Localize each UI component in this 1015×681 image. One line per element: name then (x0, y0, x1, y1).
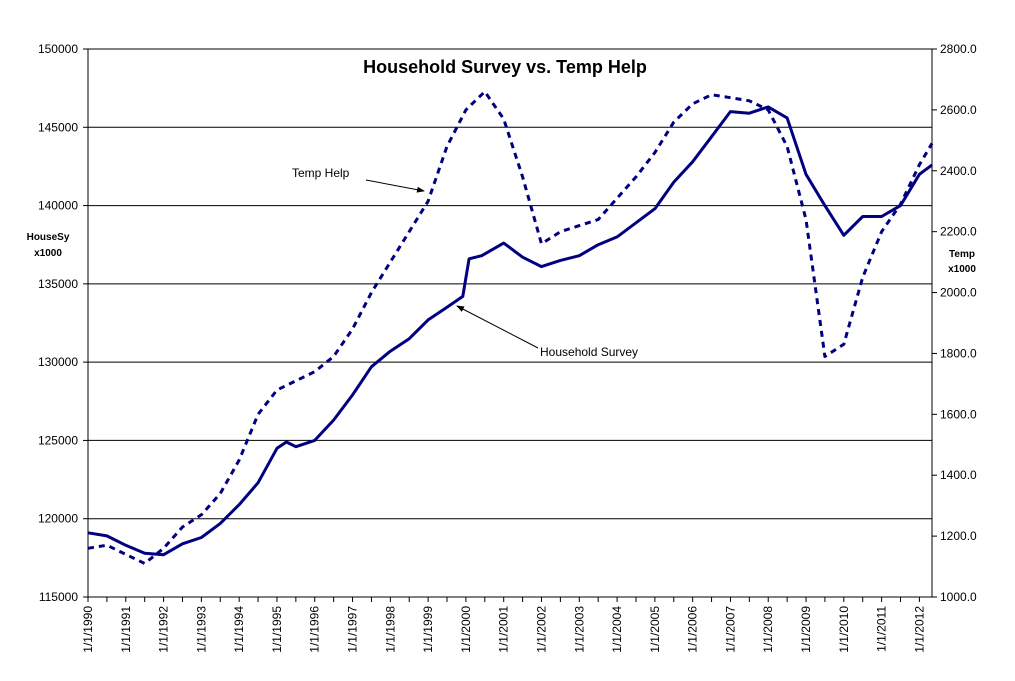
series-line-temp-help (87, 90, 934, 565)
x-tick-label: 1/1/1992 (157, 606, 171, 653)
left-tick-label: 145000 (38, 120, 78, 134)
x-tick-label: 1/1/2005 (648, 606, 662, 653)
right-tick-label: 1000.0 (940, 590, 977, 604)
x-tick-label: 1/1/2002 (534, 606, 548, 653)
x-tick-label: 1/1/2011 (875, 606, 889, 652)
x-tick-label: 1/1/1991 (119, 606, 133, 653)
x-axis: 1/1/1990 1/1/1991 1/1/1992 1/1/1993 1/1/1994… (81, 597, 926, 653)
x-tick-label: 1/1/2009 (799, 606, 813, 653)
annotation-household-survey-arrow (456, 305, 539, 349)
gridlines (88, 126, 932, 520)
x-tick-label: 1/1/2010 (837, 606, 851, 653)
left-tick-label: 135000 (38, 277, 78, 291)
x-tick-label: 1/1/1993 (194, 606, 208, 653)
right-tick-label: 2600.0 (940, 103, 977, 117)
right-tick-label: 1400.0 (940, 468, 977, 482)
annotation-household-survey: Household Survey (540, 345, 638, 359)
right-tick-label: 2000.0 (940, 286, 977, 300)
x-tick-label: 1/1/1996 (308, 606, 322, 653)
x-tick-label: 1/1/2001 (497, 606, 511, 653)
left-tick-label: 120000 (38, 512, 78, 526)
x-tick-label: 1/1/2004 (610, 606, 624, 653)
left-tick-label: 140000 (38, 199, 78, 213)
right-tick-label: 1600.0 (940, 407, 977, 421)
x-tick-label: 1/1/2006 (686, 606, 700, 653)
chart-title: Household Survey vs. Temp Help (363, 57, 647, 77)
x-tick-label: 1/1/2012 (912, 606, 926, 653)
right-tick-label: 2200.0 (940, 225, 977, 239)
plot-area (87, 48, 933, 598)
series-line-household-survey (87, 105, 933, 557)
right-tick-label: 2400.0 (940, 164, 977, 178)
left-tick-label: 125000 (38, 433, 78, 447)
annotation-temp-help: Temp Help (292, 166, 350, 180)
x-tick-label: 1/1/2008 (761, 606, 775, 653)
right-tick-label: 1800.0 (940, 346, 977, 360)
left-axis: 115000 120000 125000 130000 135000 140000 1450… (38, 42, 88, 604)
right-axis-label-line1: Temp (949, 249, 975, 260)
annotation-temp-help-arrow (365, 179, 425, 193)
left-tick-label: 115000 (39, 590, 78, 604)
x-tick-label: 1/1/1995 (270, 606, 284, 653)
x-tick-label: 1/1/1999 (421, 606, 435, 653)
right-axis: 1000.0 1200.0 1400.0 1600.0 1800.0 2000.0 2200… (932, 42, 977, 604)
right-tick-label: 2800.0 (940, 42, 977, 56)
x-tick-label: 1/1/1998 (383, 606, 397, 653)
x-tick-label: 1/1/2000 (459, 606, 473, 653)
left-tick-label: 130000 (38, 355, 78, 369)
left-axis-label-line2: x1000 (34, 248, 62, 259)
right-axis-label-line2: x1000 (948, 264, 976, 275)
x-tick-label: 1/1/1994 (232, 606, 246, 653)
right-tick-label: 1200.0 (940, 529, 977, 543)
x-tick-label: 1/1/2003 (572, 606, 586, 653)
x-tick-label: 1/1/1997 (346, 606, 360, 653)
left-axis-label-line1: HouseSy (27, 232, 70, 243)
series-lines (87, 90, 934, 565)
x-tick-label: 1/1/1990 (81, 606, 95, 653)
x-tick-label: 1/1/2007 (723, 606, 737, 653)
left-tick-label: 150000 (38, 42, 78, 56)
